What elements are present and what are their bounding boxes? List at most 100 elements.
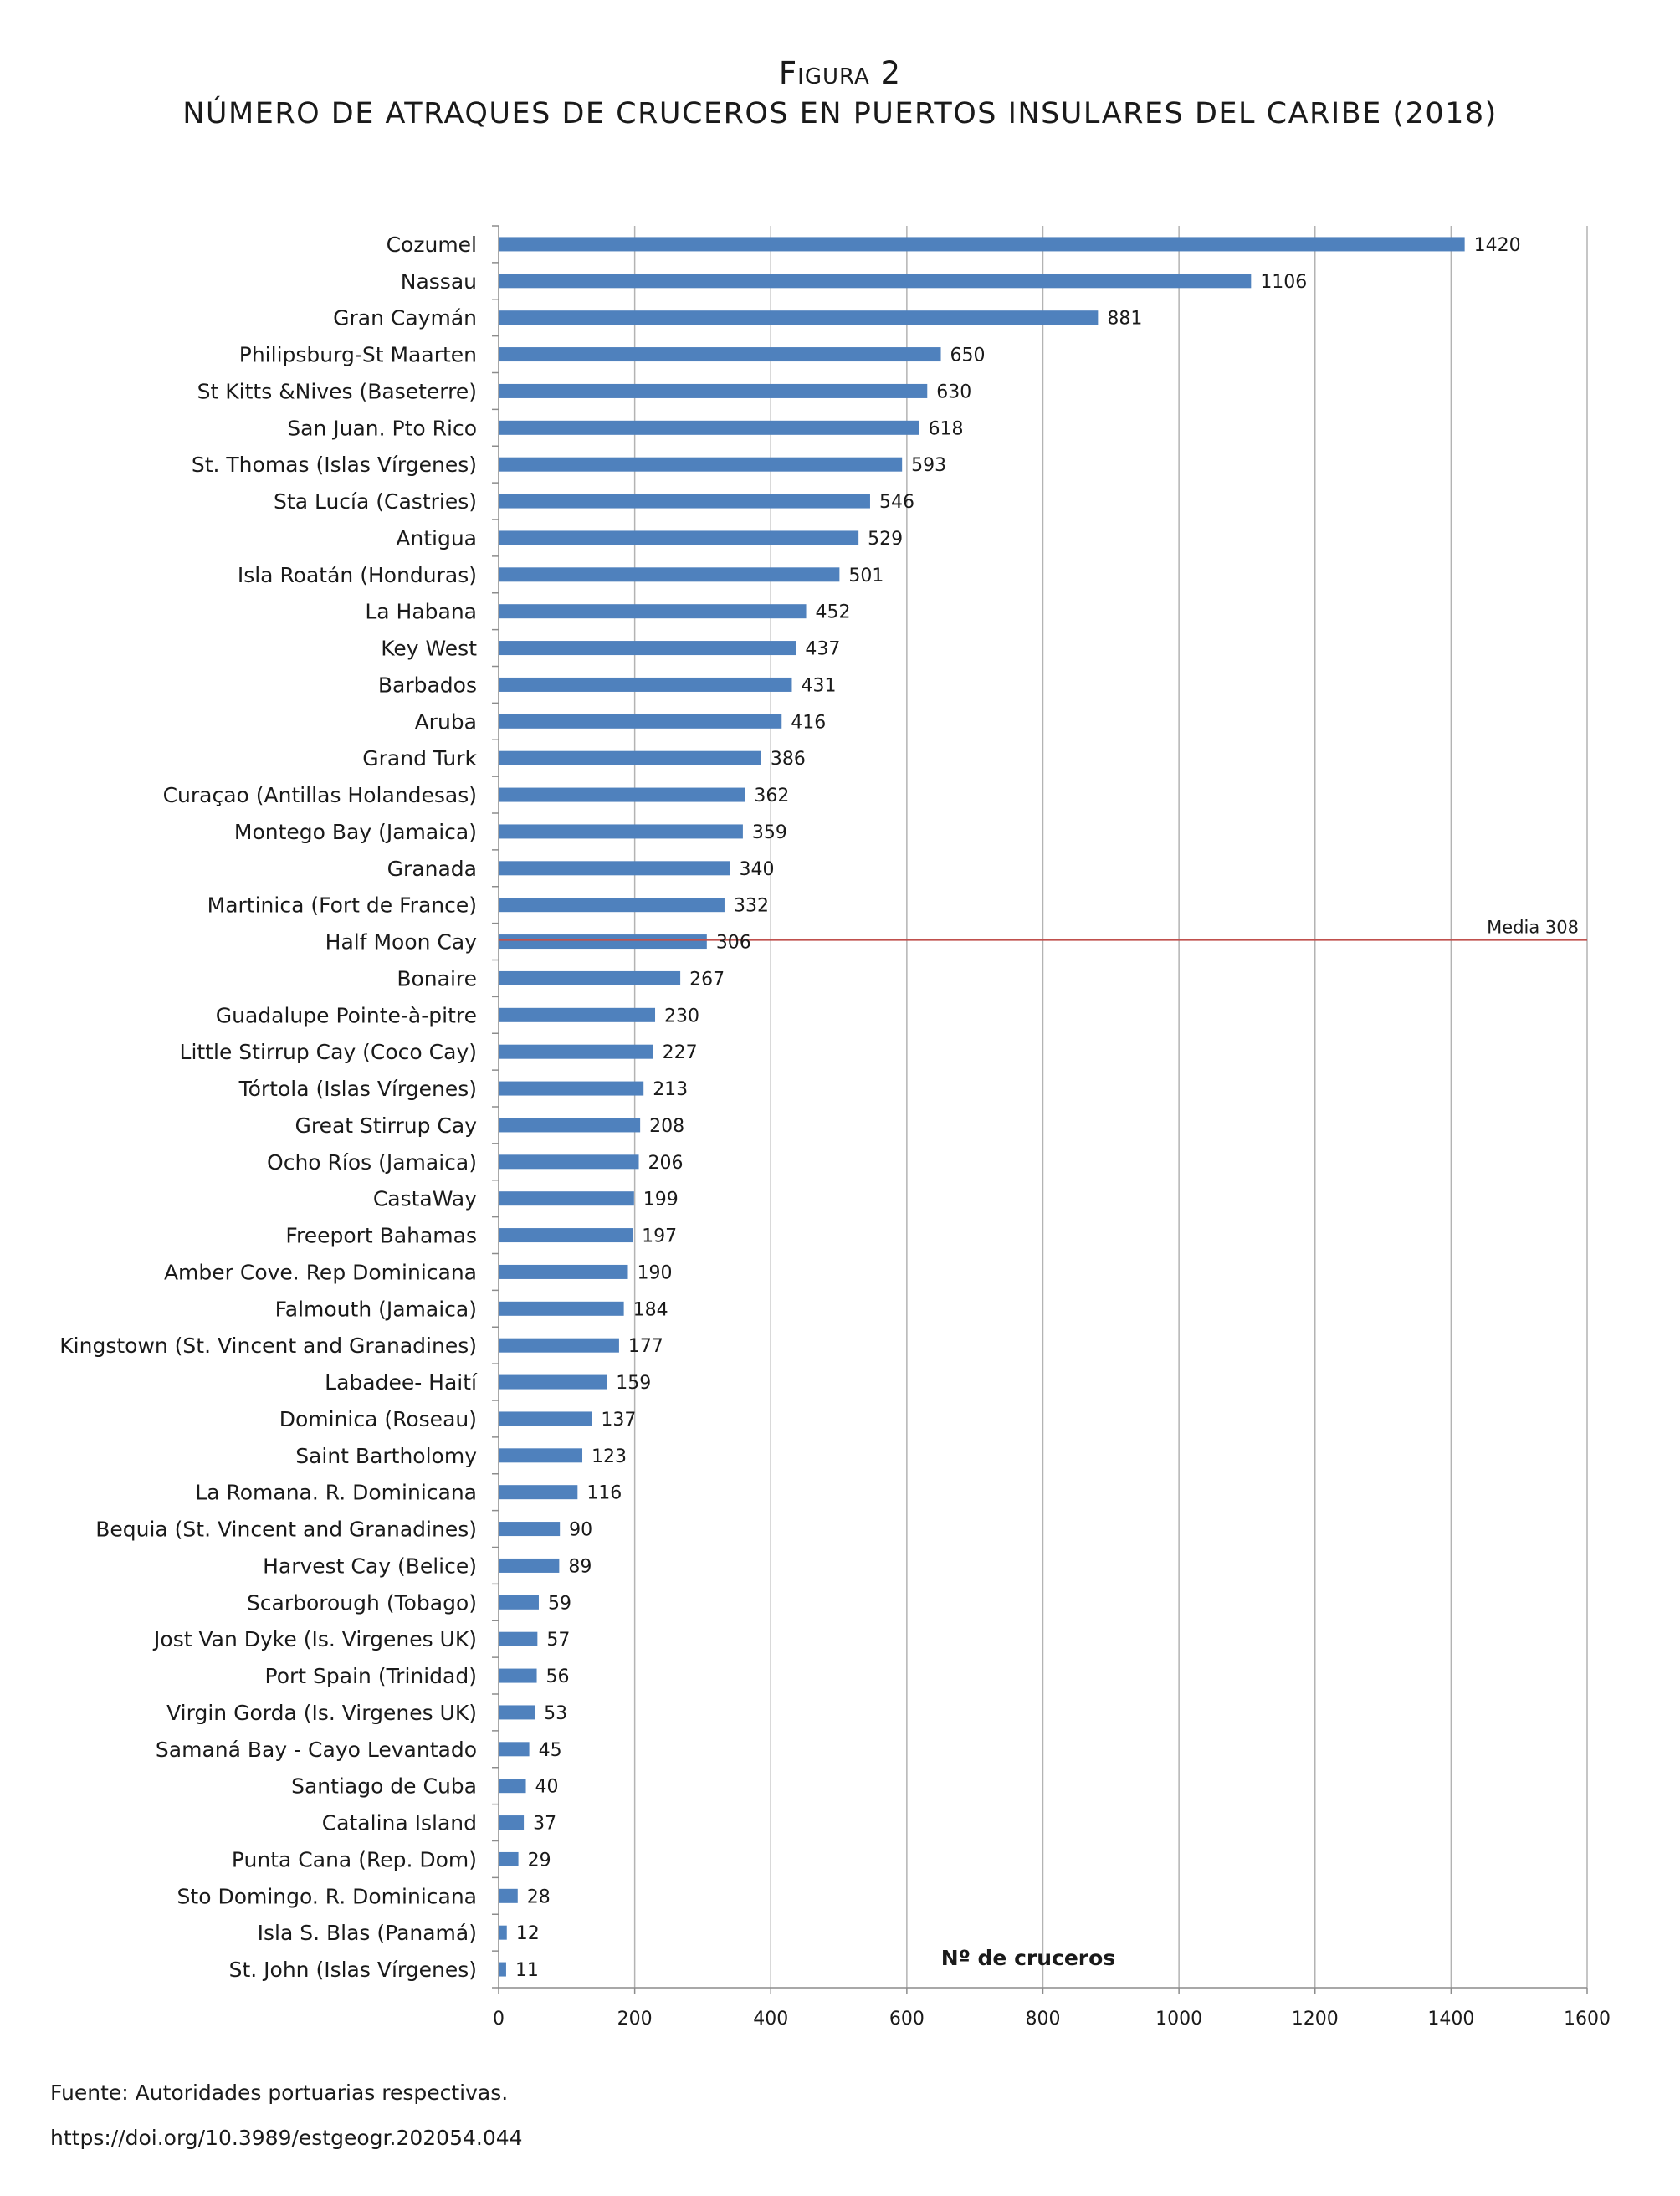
category-label: La Romana. R. Dominicana — [195, 1481, 477, 1505]
bar — [499, 1118, 641, 1133]
bar — [499, 1779, 526, 1794]
data-label: 529 — [868, 529, 903, 550]
bar — [499, 1962, 506, 1977]
x-tick-labels: 0 200 400 600 800 1000 1200 1400 1600 — [493, 2009, 1611, 2030]
category-label: Philipsburg-St Maarten — [239, 343, 477, 367]
bar — [499, 1522, 561, 1537]
data-label: 90 — [569, 1520, 592, 1541]
data-label: 386 — [771, 749, 806, 770]
data-label: 593 — [911, 455, 946, 476]
category-label: Antigua — [396, 526, 477, 550]
category-label: Virgin Gorda (Is. Virgenes UK) — [166, 1701, 477, 1725]
x-tick-label: 0 — [493, 2009, 505, 2030]
data-label: 116 — [586, 1483, 622, 1504]
bar — [499, 641, 796, 656]
category-label: Sta Lucía (Castries) — [274, 489, 477, 514]
data-label: 546 — [879, 492, 914, 513]
category-label: Martinica (Fort de France) — [207, 893, 477, 918]
category-label: Dominica (Roseau) — [279, 1407, 477, 1431]
bar — [499, 1044, 653, 1059]
category-label: Sto Domingo. R. Dominicana — [177, 1884, 477, 1908]
data-label: 137 — [601, 1410, 636, 1431]
data-label: 332 — [734, 896, 769, 917]
category-label: Isla S. Blas (Panamá) — [258, 1921, 477, 1945]
data-label: 213 — [653, 1079, 688, 1100]
data-label: 437 — [805, 639, 840, 660]
bar — [499, 970, 681, 985]
data-label: 53 — [544, 1703, 567, 1724]
data-label: 630 — [936, 381, 971, 402]
data-label: 28 — [527, 1886, 551, 1907]
category-label: Amber Cove. Rep Dominicana — [164, 1260, 477, 1284]
bar — [499, 1338, 619, 1353]
category-label: Jost Van Dyke (Is. Virgenes UK) — [152, 1627, 477, 1651]
category-label: Tórtola (Islas Vírgenes) — [238, 1077, 477, 1101]
data-label: 59 — [548, 1593, 571, 1614]
bar — [499, 1815, 525, 1830]
category-label: CastaWay — [373, 1187, 477, 1211]
bar — [499, 310, 1099, 325]
data-label: 89 — [568, 1556, 592, 1577]
x-tick-label: 800 — [1026, 2009, 1061, 2030]
category-label: Gran Caymán — [333, 306, 477, 330]
category-label: Santiago de Cuba — [291, 1774, 477, 1799]
x-tick-label: 1200 — [1292, 2009, 1339, 2030]
data-label: 184 — [633, 1299, 668, 1320]
bar — [499, 1411, 592, 1426]
category-label: Samaná Bay - Cayo Levantado — [156, 1738, 477, 1762]
data-label: 306 — [716, 933, 751, 954]
bar — [499, 494, 870, 509]
data-label: 12 — [516, 1923, 540, 1944]
data-label: 452 — [816, 602, 851, 623]
data-label: 11 — [515, 1960, 539, 1981]
bar — [499, 714, 782, 729]
category-label: Scarborough (Tobago) — [247, 1590, 477, 1615]
category-label: San Juan. Pto Rico — [287, 416, 477, 440]
category-label: Kingstown (St. Vincent and Granadines) — [59, 1333, 477, 1358]
category-label: Great Stirrup Cay — [295, 1113, 477, 1138]
data-label: 57 — [546, 1630, 570, 1651]
bar — [499, 898, 725, 913]
data-label: 1106 — [1260, 272, 1307, 293]
category-label: Freeport Bahamas — [285, 1224, 477, 1248]
category-label: Bequia (St. Vincent and Granadines) — [95, 1518, 477, 1542]
bar — [499, 861, 730, 876]
bar — [499, 530, 859, 545]
bar — [499, 750, 761, 765]
doi-link[interactable]: https://doi.org/10.3989/estgeogr.202054.… — [50, 2126, 523, 2150]
data-label: 177 — [628, 1336, 663, 1357]
data-label: 37 — [533, 1814, 556, 1835]
figure-label: Figura 2 — [778, 55, 902, 91]
bar — [499, 1448, 583, 1463]
bar — [499, 1925, 507, 1940]
bar — [499, 1851, 519, 1866]
bar — [499, 567, 840, 582]
data-label: 501 — [848, 566, 884, 586]
bar — [499, 1485, 578, 1500]
category-label: St. John (Islas Vírgenes) — [229, 1958, 477, 1982]
bar — [499, 347, 941, 362]
category-label: Ocho Ríos (Jamaica) — [267, 1150, 477, 1175]
category-label: Guadalupe Pointe-à-pitre — [216, 1003, 477, 1027]
bar — [499, 1595, 539, 1610]
bar — [499, 677, 792, 692]
data-label: 431 — [801, 675, 836, 696]
data-label: 359 — [752, 822, 787, 843]
category-label: Key West — [381, 637, 477, 661]
x-tick-label: 1000 — [1155, 2009, 1202, 2030]
category-label: Saint Bartholomy — [295, 1444, 477, 1468]
bar — [499, 274, 1252, 289]
category-label: Nassau — [401, 269, 477, 294]
data-label: 1420 — [1474, 235, 1521, 256]
bar — [499, 1264, 628, 1279]
data-label: 267 — [689, 969, 725, 990]
bar — [499, 1888, 518, 1903]
bar — [499, 1558, 560, 1573]
bar — [499, 1742, 530, 1757]
category-label: Harvest Cay (Belice) — [263, 1554, 477, 1578]
data-label: 197 — [642, 1226, 677, 1247]
bar — [499, 1705, 535, 1720]
data-label: 190 — [637, 1262, 672, 1283]
bar — [499, 1081, 644, 1096]
mean-reference: Media 308 — [499, 918, 1587, 941]
